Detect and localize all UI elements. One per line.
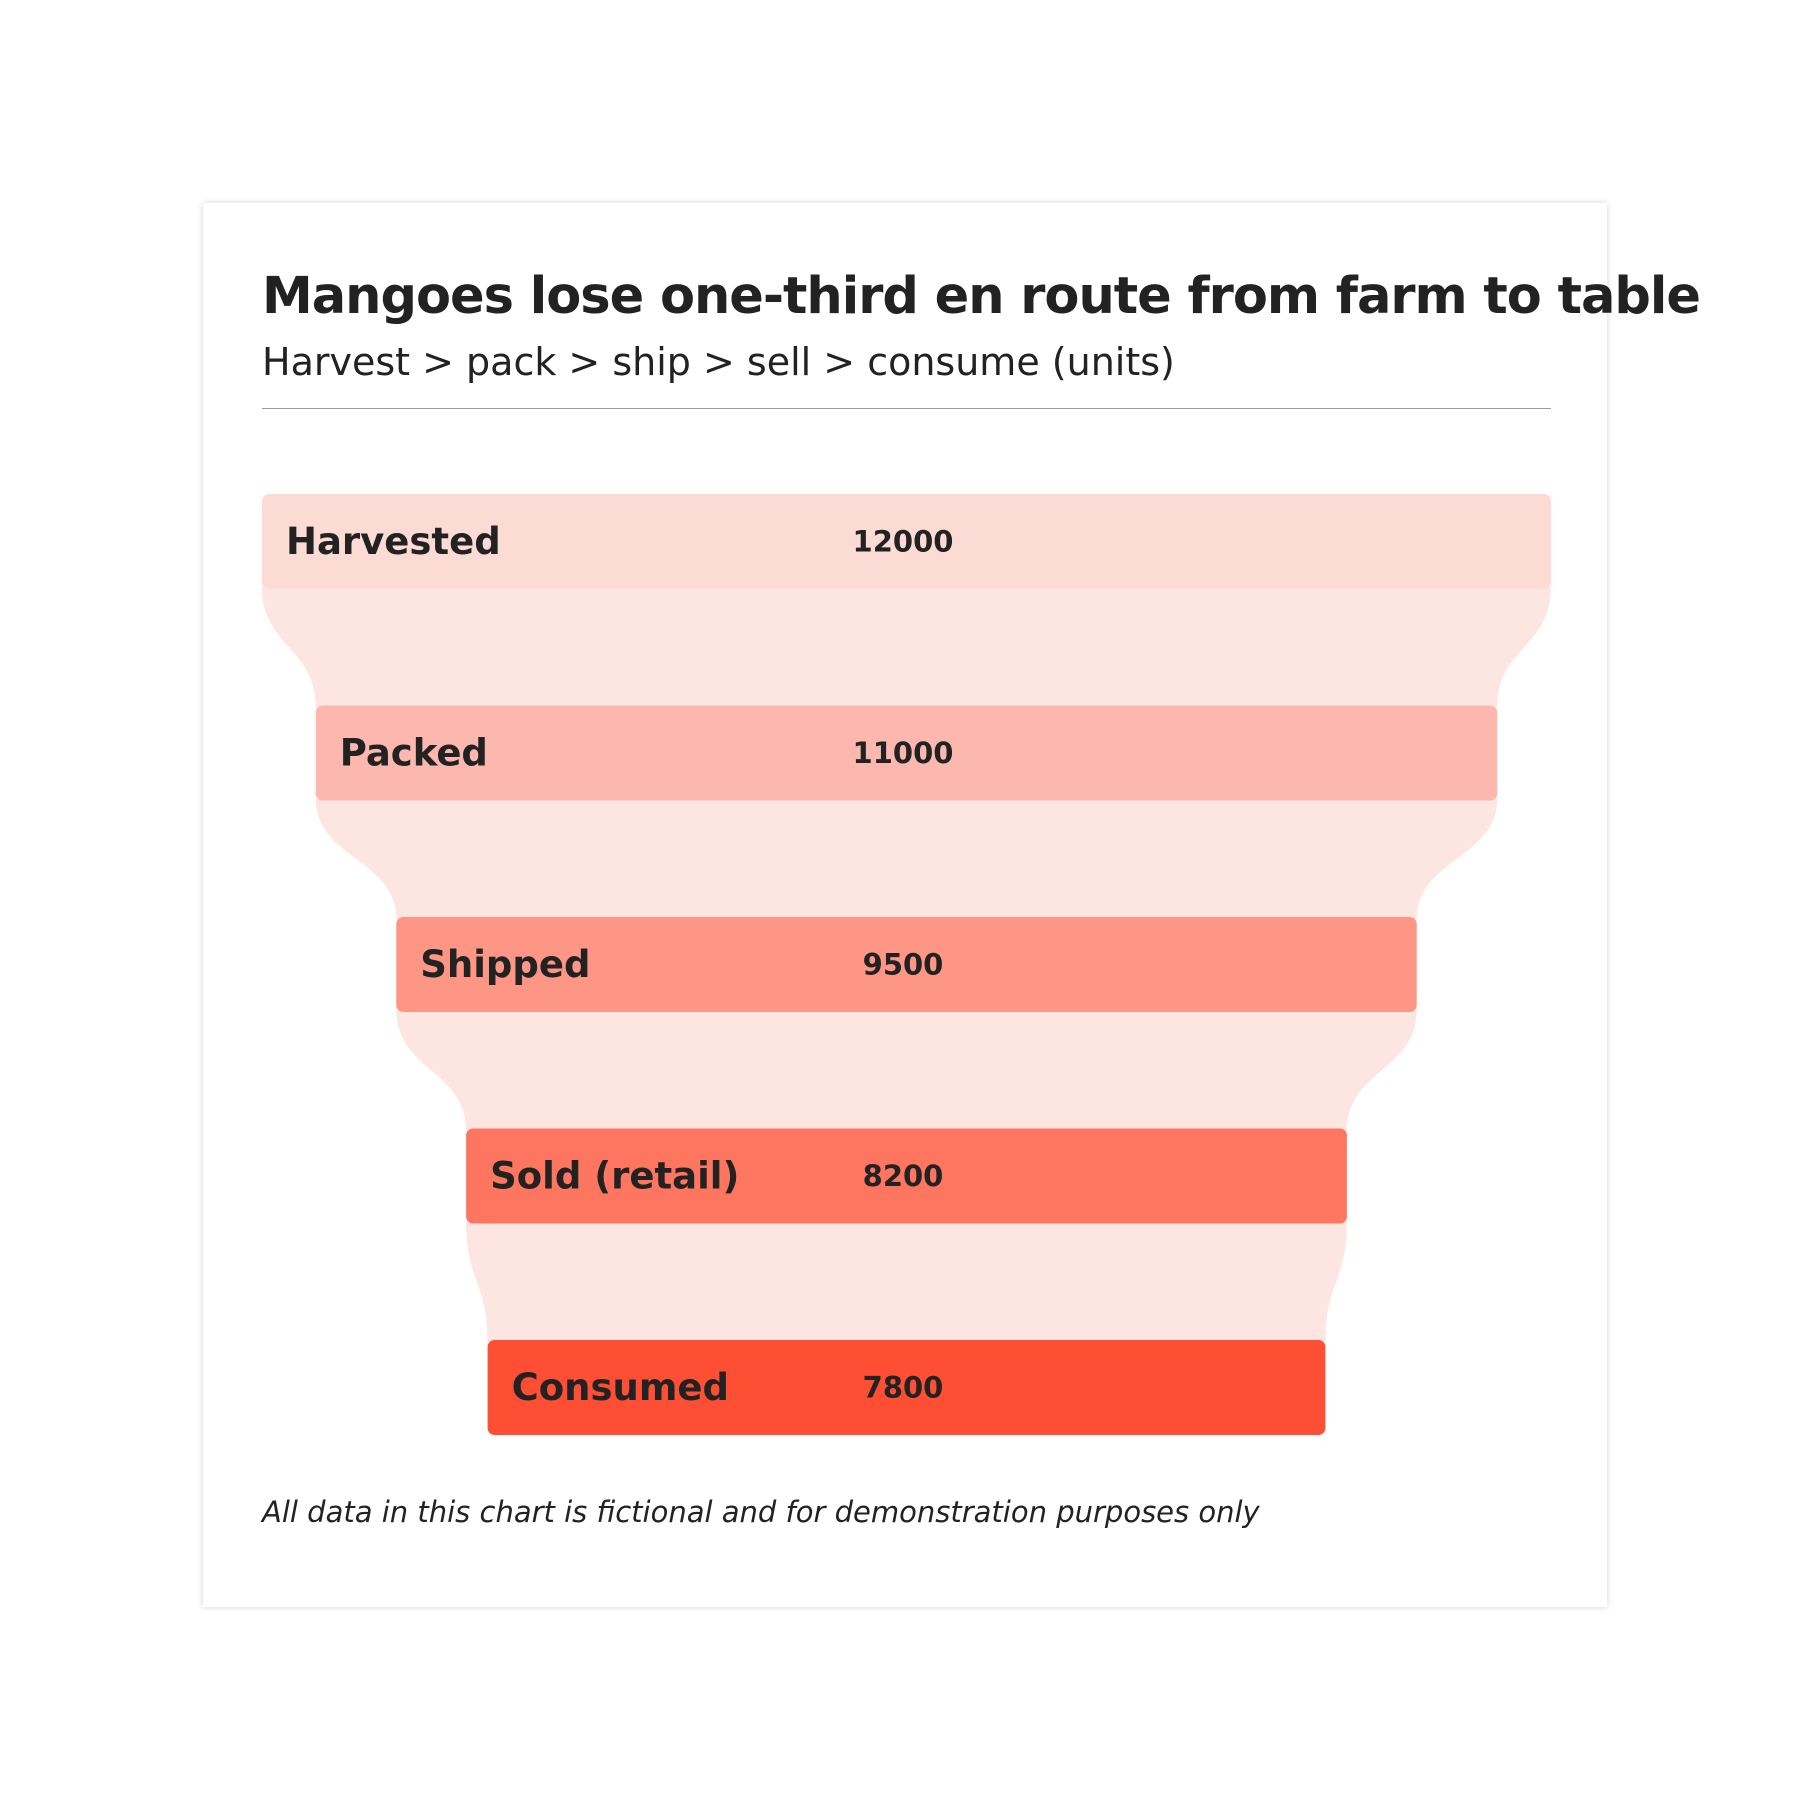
funnel-connector xyxy=(262,587,1551,708)
stage-label: Consumed xyxy=(512,1366,729,1409)
chart-title: Mangoes lose one-third en route from far… xyxy=(262,267,1701,326)
stage-value-label: 8200 xyxy=(863,1159,944,1193)
stage-value-label: 12000 xyxy=(853,525,954,559)
chart-card: Mangoes lose one-third en route from far… xyxy=(203,203,1701,1607)
stage-label: Sold (retail) xyxy=(490,1155,739,1198)
funnel-bars xyxy=(262,494,1551,1435)
stage-value-label: 7800 xyxy=(863,1371,944,1405)
chart-subtitle: Harvest > pack > ship > sell > consume (… xyxy=(262,340,1175,384)
stage-label: Shipped xyxy=(420,943,590,986)
footnote: All data in this chart is fictional and … xyxy=(262,1495,1260,1529)
stage-label: Harvested xyxy=(286,520,501,563)
stage-value-label: 9500 xyxy=(863,948,944,982)
title-divider xyxy=(262,408,1551,409)
funnel-bar xyxy=(466,1128,1347,1224)
funnel-chart: Harvested 12000 Packed 11000 Shipped 9500 Sold… xyxy=(262,494,1551,1435)
funnel-connector xyxy=(315,798,1498,919)
funnel-bar xyxy=(262,494,1551,589)
stage-value-label: 11000 xyxy=(853,736,954,770)
funnel-connectors xyxy=(262,587,1551,1342)
funnel-bar xyxy=(487,1340,1326,1435)
stage-label: Packed xyxy=(340,732,488,775)
funnel-connector xyxy=(466,1221,1347,1342)
funnel-connector xyxy=(396,1010,1417,1131)
funnel-labels: Harvested 12000 Packed 11000 Shipped 9500 Sold… xyxy=(286,520,953,1409)
funnel-bar xyxy=(315,705,1498,801)
funnel-bar xyxy=(396,917,1417,1012)
